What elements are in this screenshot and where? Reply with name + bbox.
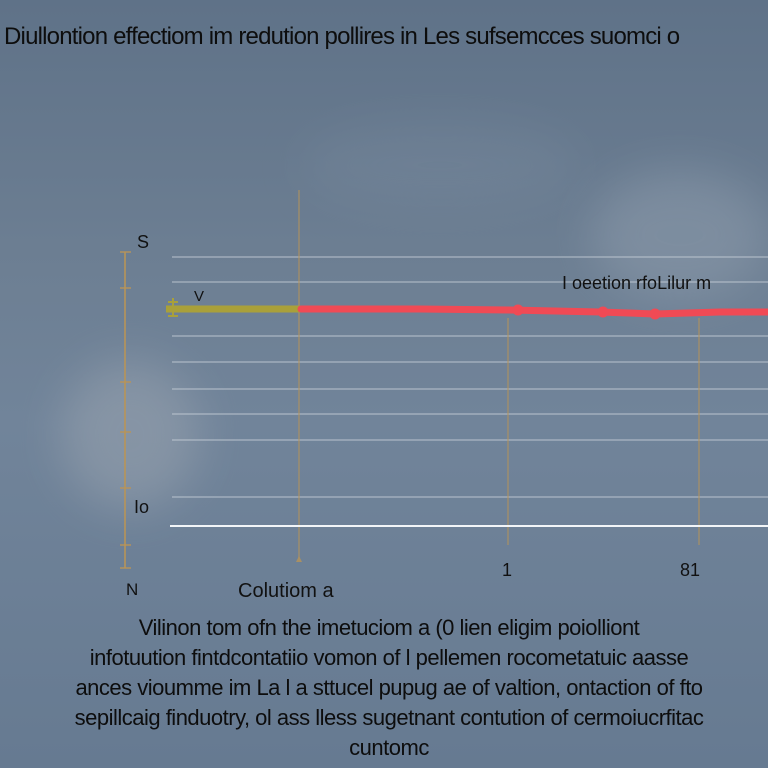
marker-label: V: [194, 288, 204, 305]
x-tick-label: 1: [502, 560, 513, 580]
y-axis-top-label: S: [137, 232, 150, 252]
series-point: [649, 308, 661, 320]
series-line: [297, 305, 768, 318]
page-title: Diullontion effectiom im redution pollir…: [4, 23, 680, 50]
series-point: [597, 306, 609, 318]
caption-line: cuntomc: [349, 735, 429, 760]
chart-caption: Vilinon tom ofn the imetuciom a (0 lien …: [10, 613, 768, 763]
x-axis-marker: [296, 556, 302, 562]
x-axis-label: Colutiom a: [238, 580, 334, 602]
axis-corner-label: N: [126, 580, 139, 599]
series-start-marker: [168, 298, 178, 317]
y-axis-bottom-label: Io: [134, 497, 150, 517]
series-label: I oeetion rfoLilur m: [562, 273, 712, 293]
caption-line: sepillcaig finduotry, ol ass lless suget…: [74, 705, 704, 730]
x-tick-label: 81: [680, 560, 701, 580]
series-point: [512, 304, 524, 316]
caption-line: ances vioumme im La l a sttucel pupug ae…: [75, 675, 703, 700]
caption-line: infotuution fintdcontatiio vomon of l pe…: [89, 645, 689, 670]
caption-line: Vilinon tom ofn the imetuciom a (0 lien …: [138, 615, 640, 640]
